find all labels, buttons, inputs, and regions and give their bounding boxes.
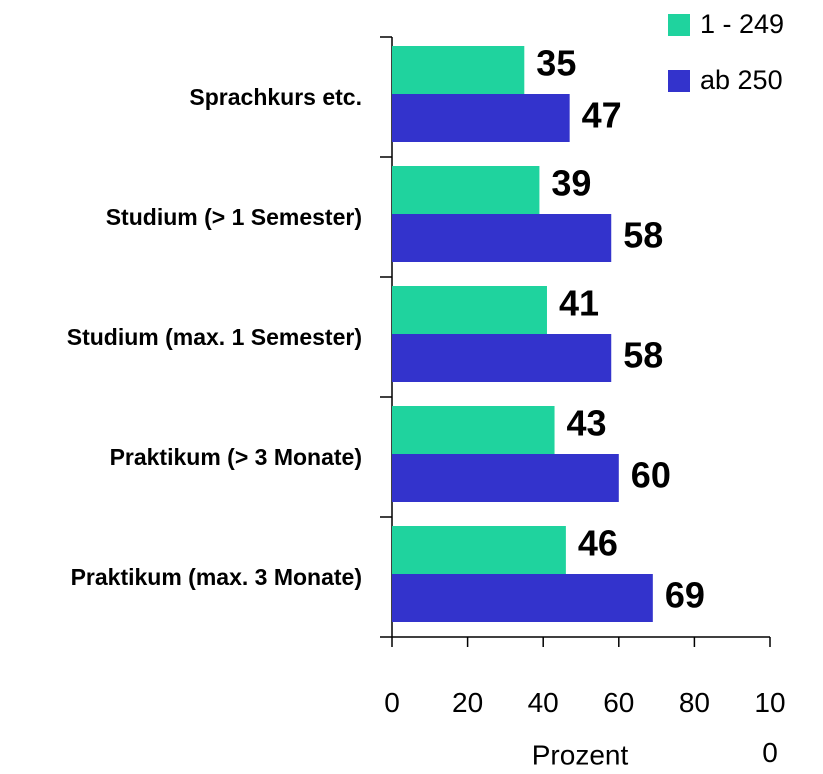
bar xyxy=(392,166,540,214)
bar xyxy=(392,406,555,454)
legend-label: ab 250 xyxy=(700,65,783,95)
legend-label: 1 - 249 xyxy=(700,9,784,39)
bar xyxy=(392,214,612,262)
category-label: Praktikum (> 3 Monate) xyxy=(109,444,362,470)
bar xyxy=(392,286,547,334)
bar xyxy=(392,334,612,382)
bar xyxy=(392,526,566,574)
category-label: Praktikum (max. 3 Monate) xyxy=(70,564,362,590)
x-tick-label: 80 xyxy=(678,687,710,718)
x-tick-label: 100 xyxy=(754,687,786,768)
value-label: 60 xyxy=(631,455,671,496)
category-label: Studium (max. 1 Semester) xyxy=(66,324,362,350)
value-label: 69 xyxy=(665,575,705,616)
bar xyxy=(392,46,525,94)
value-label: 43 xyxy=(567,403,607,444)
x-axis-label: Prozent xyxy=(532,739,629,770)
legend-swatch xyxy=(668,14,690,36)
category-label: Sprachkurs etc. xyxy=(189,84,362,110)
value-label: 39 xyxy=(551,163,591,204)
x-tick-label: 20 xyxy=(452,687,484,718)
bar xyxy=(392,94,570,142)
value-label: 41 xyxy=(559,283,599,324)
value-label: 58 xyxy=(623,335,663,376)
value-label: 35 xyxy=(536,43,576,84)
value-label: 47 xyxy=(582,95,622,136)
value-label: 58 xyxy=(623,215,663,256)
value-label: 46 xyxy=(578,523,618,564)
category-label: Studium (> 1 Semester) xyxy=(105,204,362,230)
x-tick-label: 60 xyxy=(603,687,635,718)
bar xyxy=(392,454,619,502)
x-tick-label: 40 xyxy=(527,687,559,718)
bar xyxy=(392,574,653,622)
x-tick-label: 0 xyxy=(384,687,400,718)
legend-swatch xyxy=(668,70,690,92)
